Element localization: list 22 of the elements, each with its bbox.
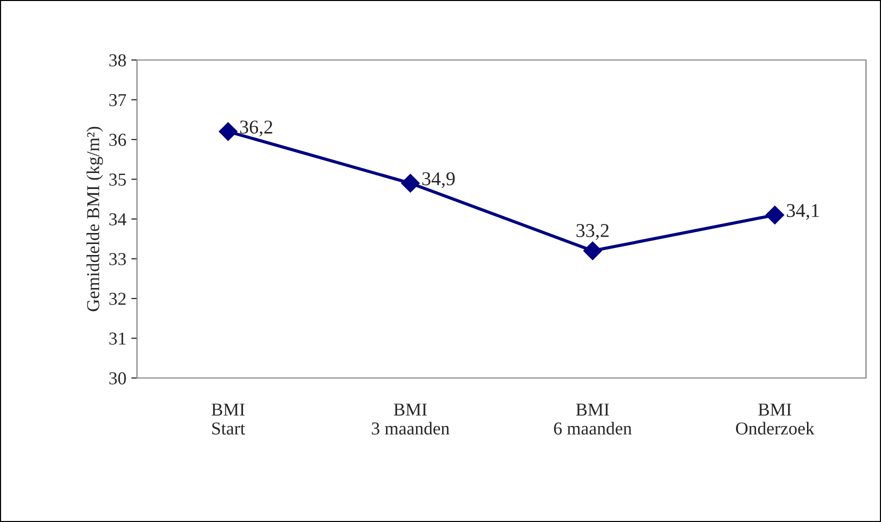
y-tick-label: 37 [109,94,126,106]
data-label: 34,9 [422,172,455,188]
point [766,206,784,224]
y-tick-label: 35 [109,174,126,186]
y-tick-label: 33 [109,253,126,266]
y-tick-label: 36 [109,134,126,146]
x-tick-label: BMI Start [212,404,246,435]
y-axis-title: Gemiddelde BMI (kg/m²) [86,126,103,312]
data-label: 33,2 [576,224,609,240]
point [583,241,602,260]
point [401,174,420,193]
y-tick-label: 38 [109,54,126,66]
y-tick-label: 31 [109,332,126,345]
y-tick-label: 32 [109,292,126,305]
point [218,122,238,141]
x-tick-label: BMI 3 maanden [372,404,450,435]
x-tick-label: BMI Onderzoek [736,404,814,435]
data-label: 34,1 [786,204,819,220]
y-tick-label: 34 [109,213,126,226]
x-tick-label: BMI 6 maanden [554,404,632,435]
y-tick-label: 30 [109,372,126,384]
data-label: 36,2 [240,120,272,136]
